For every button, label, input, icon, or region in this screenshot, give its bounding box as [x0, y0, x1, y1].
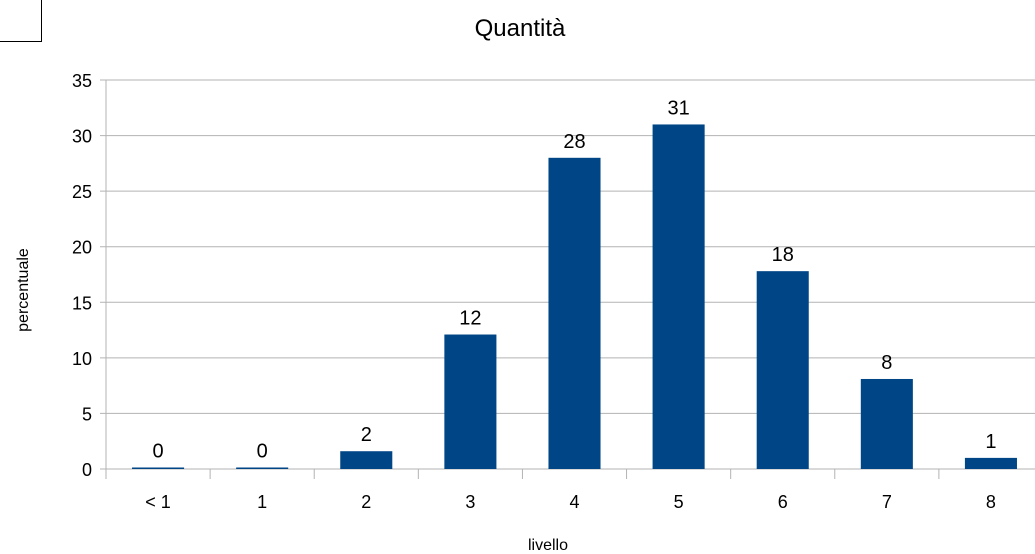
x-tick-label: 5	[674, 492, 684, 512]
y-tick-label: 20	[72, 238, 92, 258]
data-label: 8	[881, 352, 892, 374]
x-tick-label: < 1	[145, 492, 171, 512]
x-tick-label: 6	[778, 492, 788, 512]
bar-3	[444, 334, 497, 469]
bar-7	[860, 378, 913, 469]
bar-0	[132, 467, 185, 469]
data-label: 12	[459, 308, 481, 330]
chart-title: Quantità	[475, 15, 566, 42]
y-tick-label: 30	[72, 127, 92, 147]
legend-box	[0, 0, 42, 42]
data-label: 28	[563, 131, 585, 153]
y-tick-label: 35	[72, 71, 92, 91]
y-axis-label: percentuale	[15, 248, 32, 332]
y-tick-label: 0	[82, 460, 92, 480]
y-tick-label: 5	[82, 404, 92, 424]
x-axis-label: livello	[528, 537, 568, 554]
data-label: 18	[772, 244, 794, 266]
x-tick-label: 4	[569, 492, 579, 512]
data-label: 31	[667, 97, 689, 119]
bar-6	[756, 271, 809, 469]
data-label: 0	[152, 441, 163, 463]
data-label: 0	[257, 441, 268, 463]
y-tick-label: 25	[72, 182, 92, 202]
bar-1	[236, 467, 289, 469]
bar-2	[340, 451, 393, 469]
bar-4	[548, 157, 601, 470]
data-label: 1	[985, 431, 996, 453]
y-tick-label: 10	[72, 349, 92, 369]
x-tick-label: 8	[986, 492, 996, 512]
x-tick-label: 2	[361, 492, 371, 512]
y-tick-label: 15	[72, 293, 92, 313]
x-tick-label: 3	[465, 492, 475, 512]
x-tick-label: 1	[257, 492, 267, 512]
bar-5	[652, 124, 705, 469]
data-label: 2	[361, 424, 372, 446]
x-tick-label: 7	[882, 492, 892, 512]
bar-8	[964, 457, 1017, 469]
